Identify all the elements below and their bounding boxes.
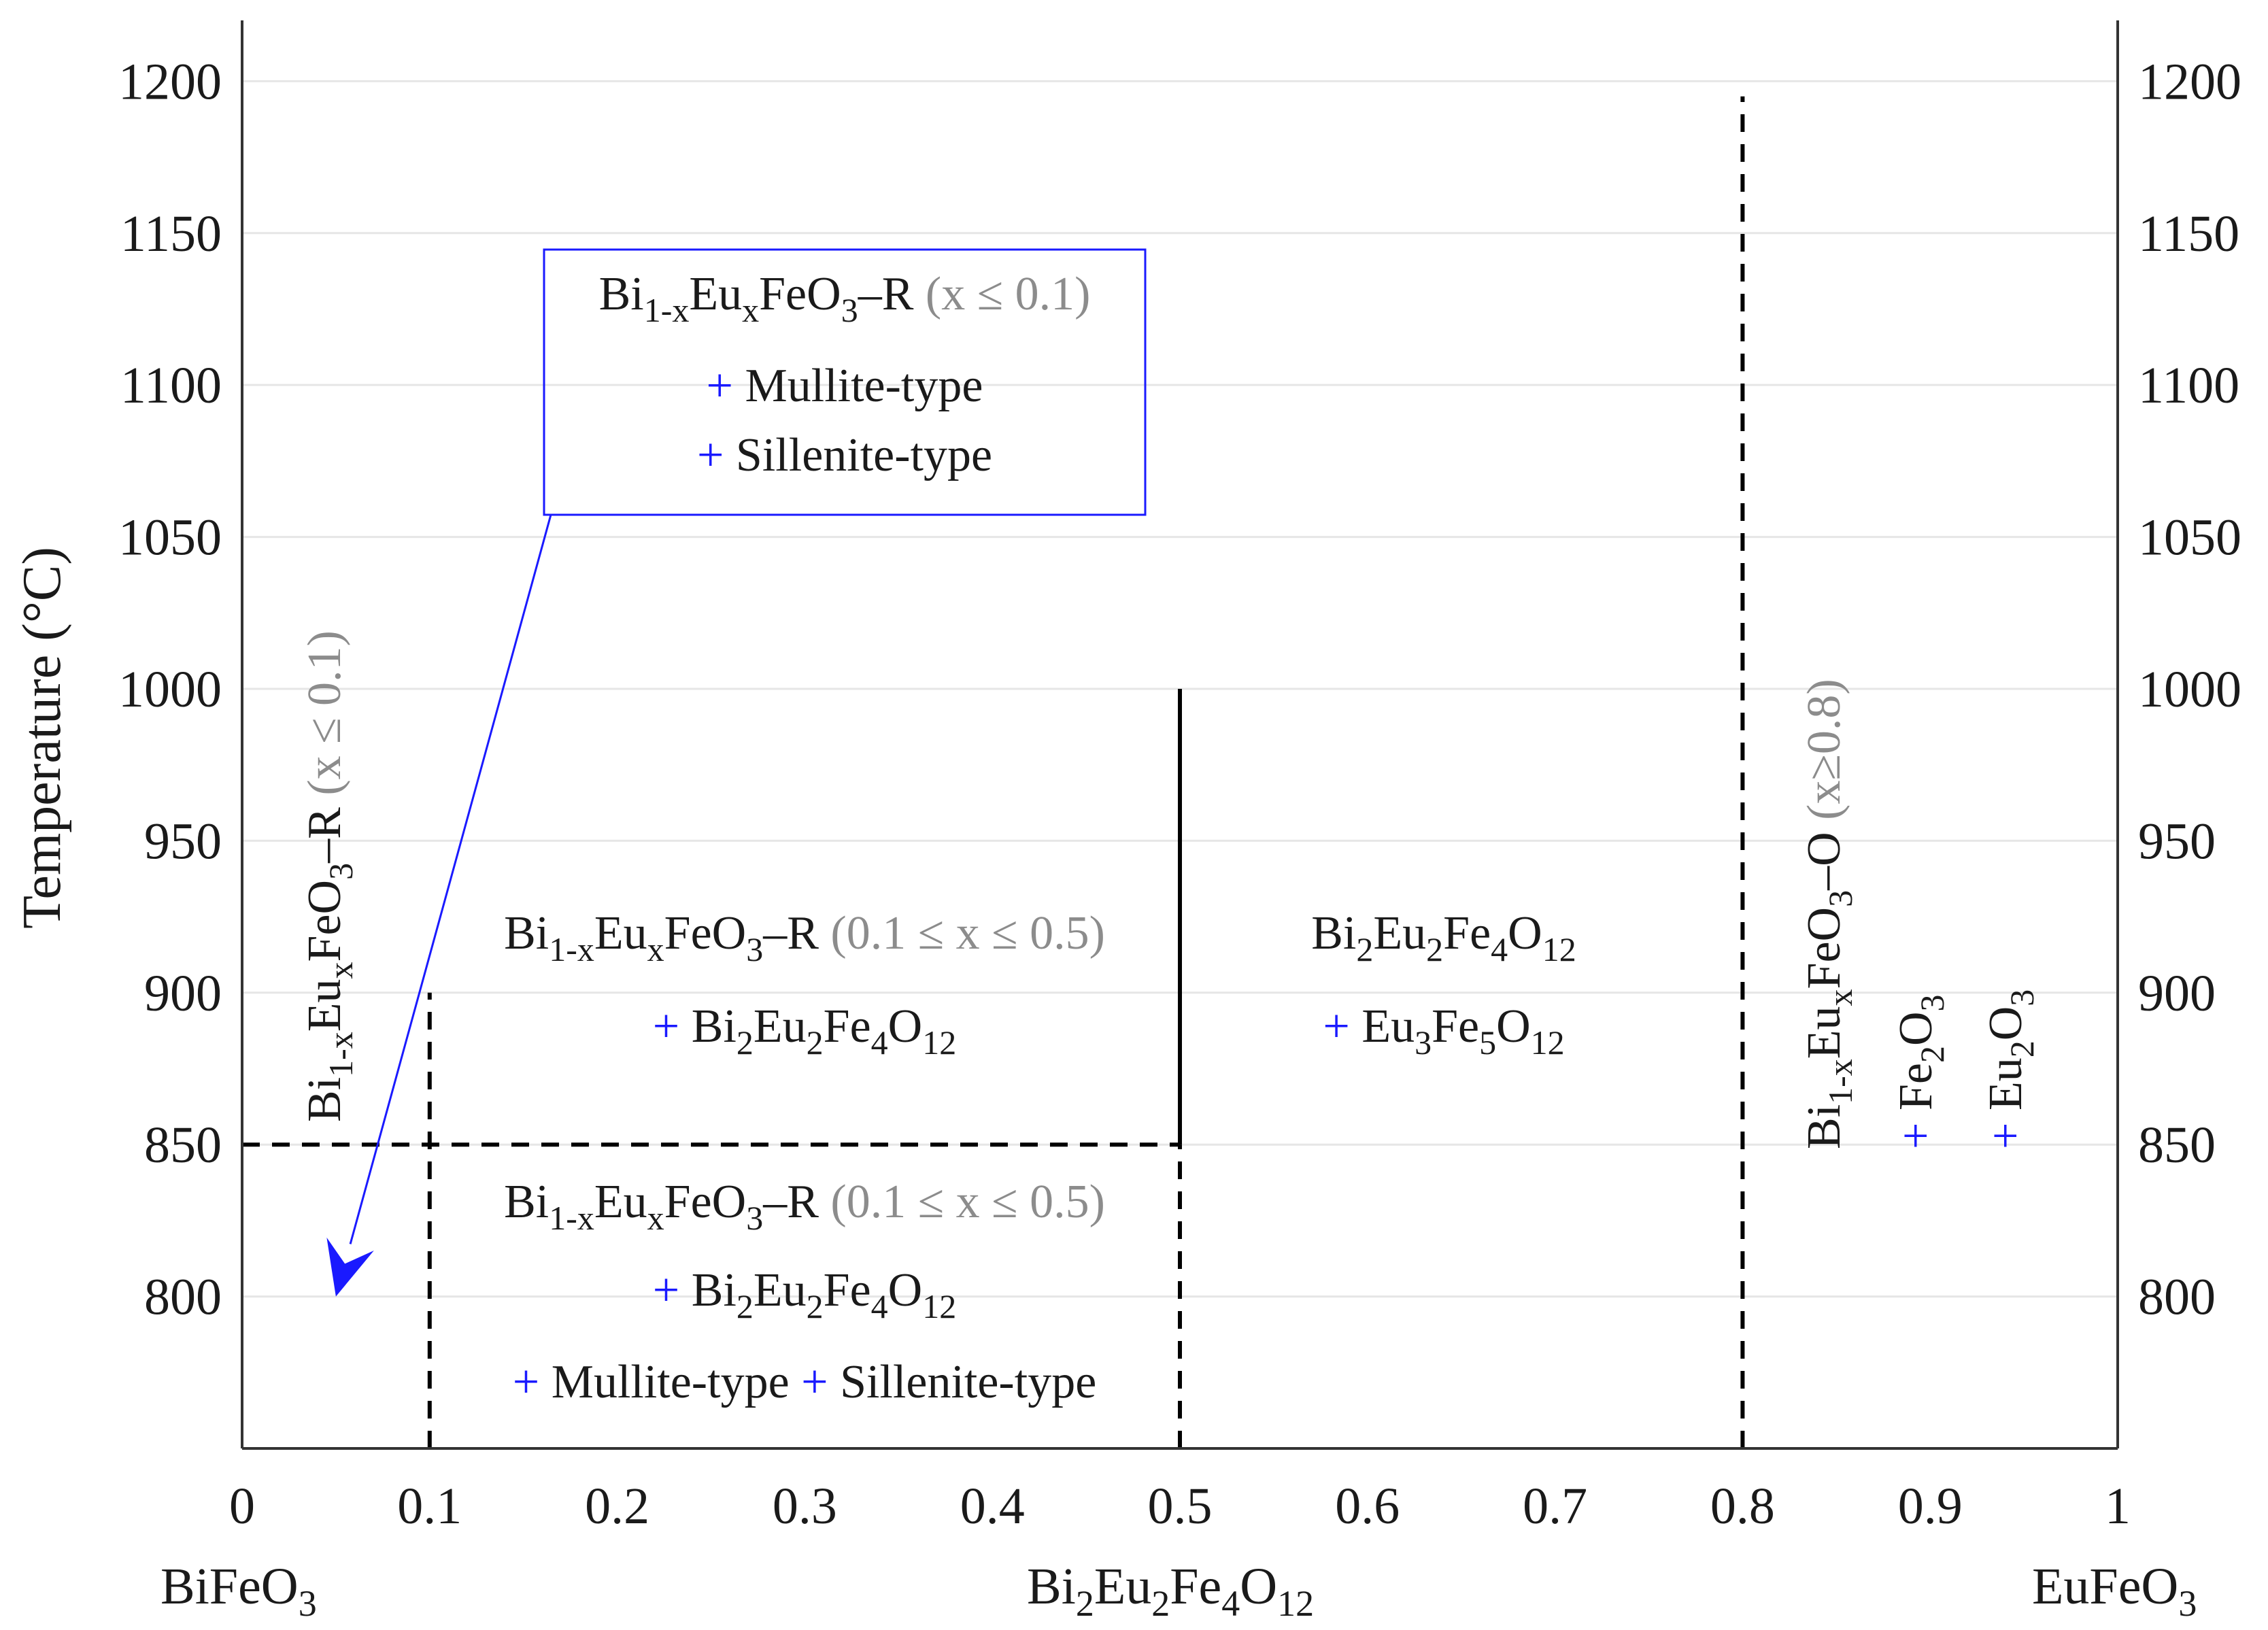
region-upper-line-2: + Bi2Eu2Fe4O12	[653, 1000, 956, 1062]
y-tick-right-1200: 1200	[2138, 53, 2241, 110]
y-tick-left-900: 900	[144, 965, 222, 1022]
arrow-shaft	[349, 514, 552, 1244]
region-upper-line-1: Bi1-xEuxFeO3–R (0.1 ≤ x ≤ 0.5)	[504, 907, 1105, 968]
region-mid-line-2: + Eu3Fe5O12	[1323, 1000, 1564, 1062]
y-tick-left-1200: 1200	[118, 53, 222, 110]
phase-boundaries	[242, 96, 1745, 1448]
composition-label-left: BiFeO3	[160, 1558, 317, 1624]
region-lower-line-2: + Bi2Eu2Fe4O12	[653, 1264, 956, 1325]
y-tick-left-850: 850	[144, 1117, 222, 1174]
composition-label-right: EuFeO3	[2032, 1558, 2197, 1624]
y-tick-left-950: 950	[144, 813, 222, 870]
vertical-label-eu2o3: + Eu2O3	[1980, 989, 2041, 1149]
box-line-1: Bi1-xEuxFeO3–R (x ≤ 0.1)	[599, 268, 1091, 329]
x-tick-0.1: 0.1	[397, 1478, 462, 1535]
annotation-arrow	[326, 514, 552, 1297]
x-tick-0.6: 0.6	[1335, 1478, 1400, 1535]
y-tick-left-1150: 1150	[120, 205, 222, 262]
y-tick-right-900: 900	[2138, 965, 2216, 1022]
x-tick-0.9: 0.9	[1898, 1478, 1963, 1535]
vertical-label-fe2o3: + Fe2O3	[1890, 994, 1951, 1149]
x-tick-0.2: 0.2	[585, 1478, 649, 1535]
box-line-2: + Mullite-type	[707, 360, 983, 412]
y-tick-right-1050: 1050	[2138, 509, 2241, 566]
y-tick-right-1000: 1000	[2138, 661, 2241, 718]
box-line-3: + Sillenite-type	[697, 429, 992, 481]
vertical-label-left: Bi1-xEuxFeO3–R (x ≤ 0.1)	[299, 630, 360, 1122]
x-tick-1: 1	[2105, 1478, 2131, 1535]
y-tick-right-1150: 1150	[2138, 205, 2239, 262]
y-tick-left-1050: 1050	[118, 509, 222, 566]
y-tick-right-800: 800	[2138, 1269, 2216, 1326]
annotation-box	[543, 248, 1147, 516]
x-tick-0.4: 0.4	[960, 1478, 1025, 1535]
x-tick-0.7: 0.7	[1523, 1478, 1587, 1535]
region-mid-line-1: Bi2Eu2Fe4O12	[1311, 907, 1576, 968]
y-tick-left-1000: 1000	[118, 661, 222, 718]
y-tick-right-1100: 1100	[2138, 357, 2239, 414]
x-tick-labels: 0 0.1 0.2 0.3 0.4 0.5 0.6 0.7 0.8 0.9 1	[229, 1478, 2131, 1535]
region-lower-line-1: Bi1-xEuxFeO3–R (0.1 ≤ x ≤ 0.5)	[504, 1176, 1105, 1237]
y-tick-left-800: 800	[144, 1269, 222, 1326]
y-tick-labels: 800 800 850 850 900 900 950 950 1000 1000 1050 1050…	[118, 53, 2241, 1325]
y-axis-label: Temperature (°C)	[12, 547, 72, 929]
x-tick-0.3: 0.3	[773, 1478, 837, 1535]
y-tick-right-850: 850	[2138, 1117, 2216, 1174]
y-tick-left-1100: 1100	[120, 357, 222, 414]
region-lower-line-3: + Mullite-type + Sillenite-type	[513, 1356, 1097, 1408]
axes	[241, 20, 2119, 1450]
composition-label-mid: Bi2Eu2Fe4O12	[1027, 1558, 1314, 1624]
x-tick-0: 0	[229, 1478, 255, 1535]
y-tick-right-950: 950	[2138, 813, 2216, 870]
arrow-head	[326, 1237, 374, 1297]
x-tick-0.8: 0.8	[1710, 1478, 1775, 1535]
vertical-label-right: Bi1-xEuxFeO3–O (x≥0.8)	[1798, 679, 1859, 1149]
x-tick-0.5: 0.5	[1148, 1478, 1213, 1535]
